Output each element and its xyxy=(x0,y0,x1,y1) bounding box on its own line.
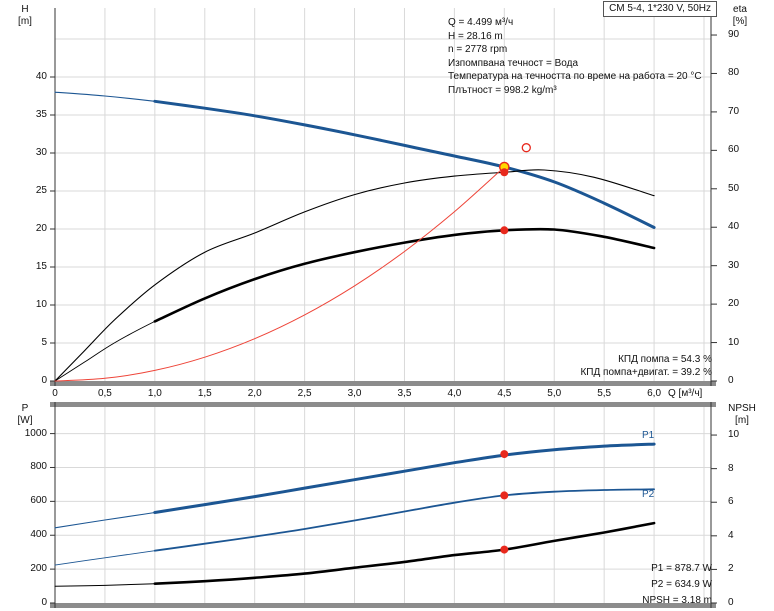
tick-label: 1,5 xyxy=(197,388,212,399)
tick-label: 20 xyxy=(35,223,47,234)
tick-label: 15 xyxy=(35,261,47,272)
tick-label: 70 xyxy=(728,105,740,117)
npsh-axis-unit: [m] xyxy=(735,415,749,426)
tick-label: 40 xyxy=(35,71,47,82)
total-efficiency-value: КПД помпа+двигат. = 39.2 % xyxy=(580,367,712,378)
tick-label: 0 xyxy=(728,375,734,386)
info-line-temperature: Температура на течността по време на раб… xyxy=(448,71,702,83)
tick-label: 2,0 xyxy=(247,388,262,399)
tick-label: 600 xyxy=(30,495,47,507)
tick-label: 5,5 xyxy=(597,388,612,399)
tick-label: 400 xyxy=(30,529,47,541)
info-line-flow: Q = 4.499 м³/ч xyxy=(448,17,514,28)
info-line-density: Плътност = 998.2 kg/m³ xyxy=(448,84,557,96)
efficiency-readout: КПД помпа = 54.3 % КПД помпа+двигат. = 3… xyxy=(580,353,712,379)
h-axis-unit: [m] xyxy=(18,16,32,27)
tick-label: 6,0 xyxy=(647,388,662,399)
p-axis-unit: [W] xyxy=(17,415,33,426)
tick-label: 30 xyxy=(35,147,47,158)
tick-label: 5 xyxy=(41,337,47,348)
tick-label: 0 xyxy=(52,388,58,399)
duty-info-block: Q = 4.499 м³/ч H = 28.16 m n = 2778 rpm … xyxy=(448,16,702,98)
tick-label: 10 xyxy=(728,336,740,348)
tick-label: 0 xyxy=(41,375,47,386)
p2-value: P2 = 634.9 W xyxy=(651,578,712,590)
tick-label: 8 xyxy=(728,462,734,474)
p1-curve-label: P1 xyxy=(642,430,655,441)
tick-label: 0 xyxy=(41,597,47,608)
tick-label: 90 xyxy=(728,29,740,41)
p1-value: P1 = 878.7 W xyxy=(651,563,712,574)
pump-model-badge: CM 5-4, 1*230 V, 50Hz xyxy=(603,1,717,17)
tick-label: 0 xyxy=(728,597,734,608)
tick-label: 25 xyxy=(35,185,47,196)
eta-axis-label: eta xyxy=(733,4,747,15)
tick-label: 1,0 xyxy=(147,388,162,399)
tick-label: 3,5 xyxy=(397,388,412,399)
npsh-axis-label: NPSH xyxy=(728,403,756,414)
q-axis-unit: Q [м³/ч] xyxy=(668,388,703,399)
tick-label: 35 xyxy=(35,109,47,120)
p2-curve-label: P2 xyxy=(642,489,655,500)
tick-label: 5,0 xyxy=(547,388,562,399)
tick-label: 3,0 xyxy=(347,388,362,399)
tick-label: 50 xyxy=(728,182,740,194)
tick-label: 10 xyxy=(35,299,47,310)
info-line-speed: n = 2778 rpm xyxy=(448,44,508,56)
tick-label: 1000 xyxy=(24,427,47,439)
tick-label: 0,5 xyxy=(97,388,112,399)
tick-label: 4,0 xyxy=(447,388,462,399)
tick-label: 2,5 xyxy=(297,388,312,399)
tick-label: 4,5 xyxy=(497,388,512,399)
tick-label: 200 xyxy=(30,563,47,575)
info-line-head: H = 28.16 m xyxy=(448,30,503,42)
tick-label: 2 xyxy=(728,563,734,575)
npsh-value: NPSH = 3.18 m xyxy=(642,594,712,606)
tick-label: 10 xyxy=(728,429,740,441)
tick-label: 4 xyxy=(728,529,734,541)
tick-label: 30 xyxy=(728,259,740,271)
info-line-liquid: Изпомпвана течност = Вода xyxy=(448,57,579,69)
tick-label: 20 xyxy=(728,298,740,310)
tick-label: 40 xyxy=(728,221,740,233)
tick-label: 800 xyxy=(30,461,47,473)
h-axis-label: H xyxy=(21,4,29,15)
eta-axis-unit: [%] xyxy=(732,16,748,27)
tick-label: 6 xyxy=(728,496,734,508)
pump-efficiency-value: КПД помпа = 54.3 % xyxy=(618,354,712,365)
power-npsh-readout: P1 = 878.7 W P2 = 634.9 W NPSH = 3.18 m xyxy=(642,561,712,608)
tick-label: 60 xyxy=(728,144,740,156)
p-axis-label: P xyxy=(21,403,29,414)
tick-label: 80 xyxy=(728,67,740,79)
